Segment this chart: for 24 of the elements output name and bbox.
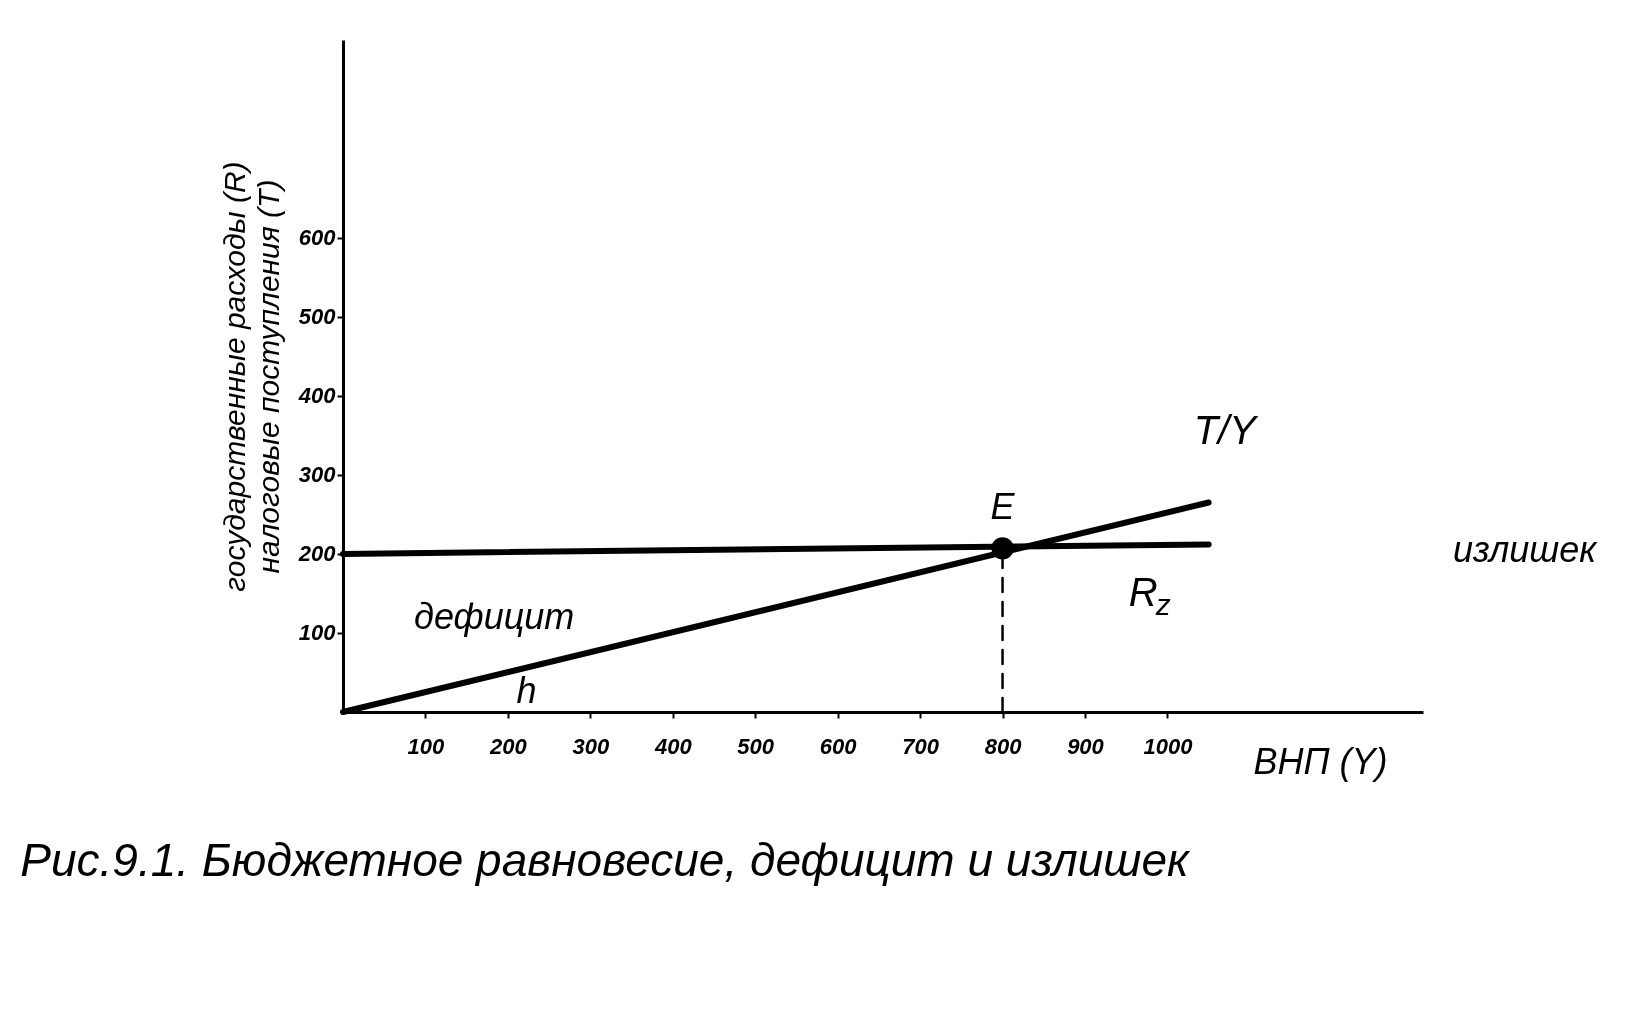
x-tick-label: 700 [902, 733, 940, 759]
x-tick-label: 100 [407, 733, 446, 759]
annotation: h [516, 669, 537, 711]
y-tick-label: 600 [298, 225, 337, 251]
x-axis-title: ВНП (Y) [1253, 740, 1388, 782]
x-tick-label: 900 [1067, 733, 1105, 759]
annotation: дефицит [414, 595, 575, 637]
annotation: E [990, 486, 1016, 528]
x-tick-label: 200 [489, 733, 528, 759]
y-axis-title: государственные расходы (R) налоговые поступления (T) [217, 161, 285, 592]
series-label: T/Y [1193, 408, 1260, 453]
x-tick-label: 800 [984, 733, 1023, 759]
x-tick-label: 1000 [1143, 733, 1194, 759]
x-tick-label: 500 [737, 733, 775, 759]
x-tick-label: 300 [572, 733, 610, 759]
text: Рис.9.1. Бюджетное равновесие, дефицит и излишек [20, 834, 1192, 886]
y-tick-label: 200 [297, 541, 337, 567]
y-tick-label: 500 [298, 304, 337, 330]
y-tick-label: 400 [297, 383, 337, 409]
x-tick-label: 400 [653, 733, 693, 759]
y-tick-label: 300 [298, 462, 337, 488]
text: излишек [1453, 528, 1599, 570]
y-tick-label: 100 [298, 620, 337, 646]
x-tick-label: 600 [819, 733, 858, 759]
